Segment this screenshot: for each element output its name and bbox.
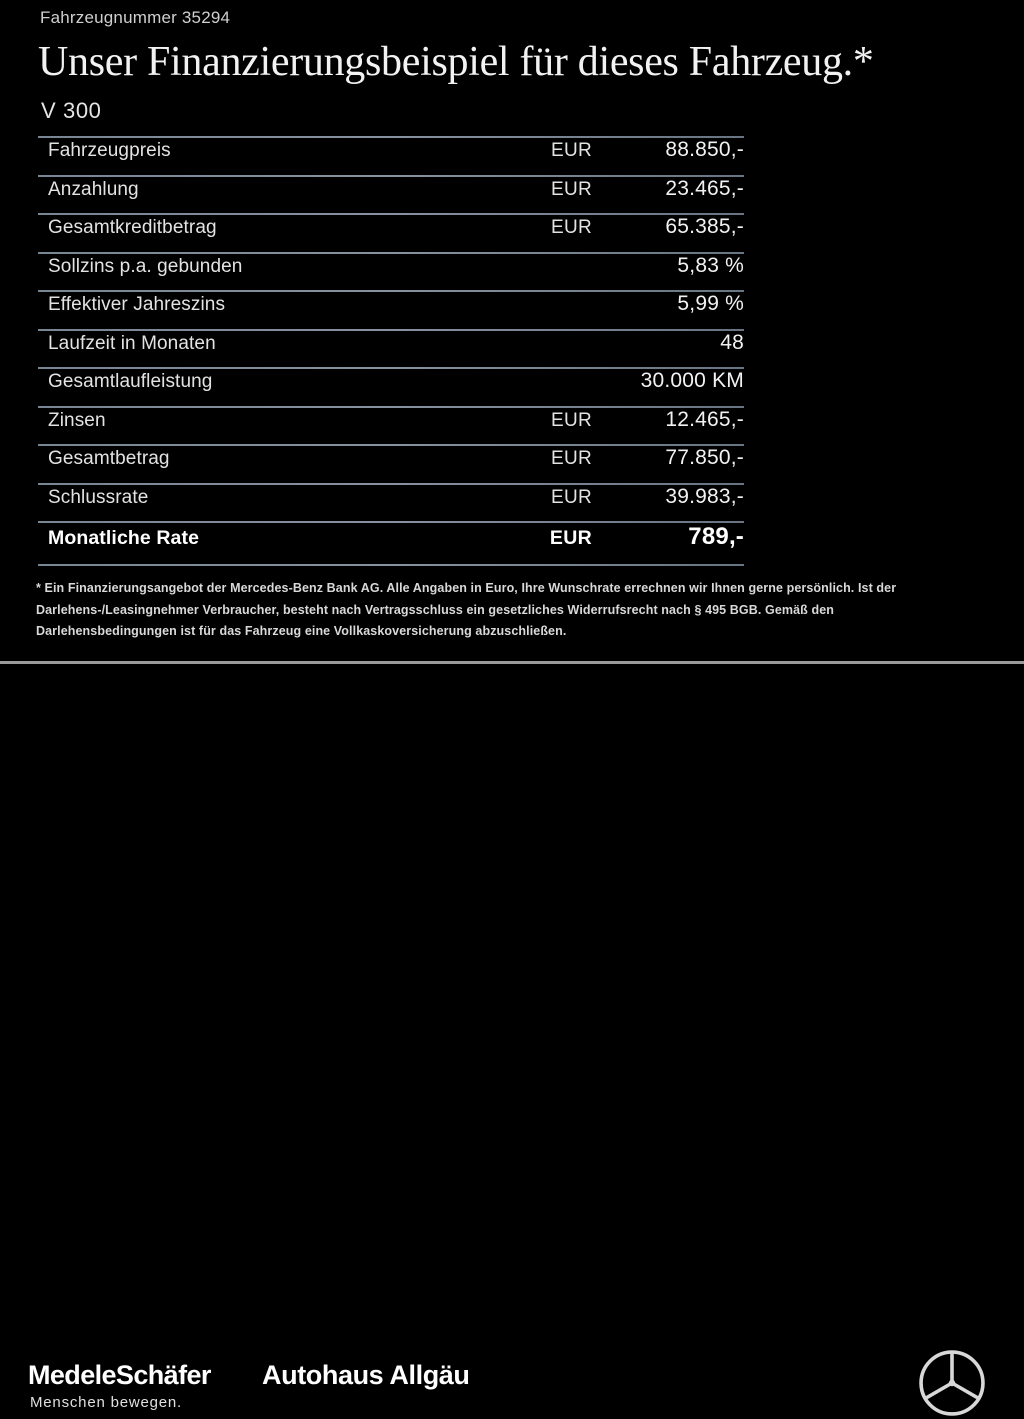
table-row: Monatliche Rate EUR 789,-: [38, 523, 744, 564]
row-label: Monatliche Rate: [48, 527, 200, 549]
table-divider: [38, 174, 744, 177]
row-value: 65.385,-: [665, 215, 744, 238]
vehicle-model: V 300: [41, 98, 102, 123]
row-value: 23.465,-: [665, 176, 744, 200]
row-label: Fahrzeugpreis: [48, 140, 171, 161]
row-value: 789,-: [688, 523, 744, 550]
row-value: 48: [720, 330, 744, 354]
table-divider: [38, 136, 744, 138]
row-value: 39.983,-: [665, 484, 744, 508]
table-divider: [38, 290, 744, 292]
row-currency: EUR: [550, 217, 592, 238]
dealer-logo-medeleschaefer: MedeleSchäfer: [28, 1360, 211, 1390]
page-footer: MedeleSchäfer Menschen bewegen. Autohaus…: [0, 664, 1024, 1416]
row-label: Sollzins p.a. gebunden: [48, 255, 243, 277]
row-currency: EUR: [550, 409, 592, 431]
row-currency: EUR: [550, 486, 592, 508]
table-divider: [38, 367, 744, 369]
row-currency: EUR: [550, 448, 592, 469]
table-row: Effektiver Jahreszins 5,99 %: [38, 292, 744, 329]
row-value: 5,99 %: [677, 292, 744, 315]
table-row: Gesamtlaufleistung 30.000 KM: [38, 369, 744, 406]
row-currency: EUR: [549, 527, 592, 549]
row-value: 12.465,-: [665, 407, 744, 431]
row-value: 77.850,-: [665, 446, 744, 469]
page-title: Unser Finanzierungsbeispiel für dieses F…: [38, 39, 874, 85]
row-label: Zinsen: [48, 409, 106, 431]
dealer-tagline: Menschen bewegen.: [30, 1394, 183, 1411]
table-divider: [38, 521, 744, 523]
row-label: Laufzeit in Monaten: [48, 332, 216, 354]
table-divider: [38, 328, 744, 331]
row-currency: EUR: [550, 178, 592, 200]
vehicle-number: Fahrzeugnummer 35294: [40, 8, 231, 27]
finance-offer-page: Fahrzeugnummer 35294 Unser Finanzierungs…: [0, 8, 1024, 1416]
finance-table: Fahrzeugpreis EUR 88.850,- Anzahlung EUR 23.4…: [38, 136, 744, 566]
legal-footnote: * Ein Finanzierungsangebot der Mercedes-…: [36, 581, 897, 638]
row-currency: EUR: [550, 140, 592, 161]
table-divider: [38, 564, 744, 566]
table-divider: [38, 213, 744, 215]
row-label: Gesamtkreditbetrag: [48, 217, 217, 238]
table-row: Laufzeit in Monaten 48: [38, 331, 744, 368]
table-row: Anzahlung EUR 23.465,-: [38, 177, 744, 214]
row-value: 88.850,-: [665, 138, 744, 161]
table-row: Gesamtkreditbetrag EUR 65.385,-: [38, 215, 744, 252]
table-divider: [38, 251, 744, 254]
table-row: Schlussrate EUR 39.983,-: [38, 485, 744, 522]
table-row: Gesamtbetrag EUR 77.850,-: [38, 446, 744, 483]
dealer-logo-autohaus-allgaeu: Autohaus Allgäu: [262, 1360, 470, 1390]
row-label: Anzahlung: [48, 178, 139, 200]
row-label: Gesamtbetrag: [48, 448, 170, 469]
table-row: Zinsen EUR 12.465,-: [38, 408, 744, 445]
mercedes-star-icon: [919, 1350, 985, 1416]
row-label: Gesamtlaufleistung: [48, 371, 213, 392]
row-label: Schlussrate: [48, 486, 149, 508]
table-divider: [38, 444, 744, 446]
table-divider: [38, 482, 744, 485]
table-row: Sollzins p.a. gebunden 5,83 %: [38, 254, 744, 291]
table-row: Fahrzeugpreis EUR 88.850,-: [38, 138, 744, 175]
row-value: 30.000 KM: [640, 369, 744, 392]
footer-divider: [0, 661, 1024, 664]
table-divider: [38, 405, 744, 408]
row-value: 5,83 %: [677, 253, 744, 277]
row-label: Effektiver Jahreszins: [48, 294, 226, 315]
